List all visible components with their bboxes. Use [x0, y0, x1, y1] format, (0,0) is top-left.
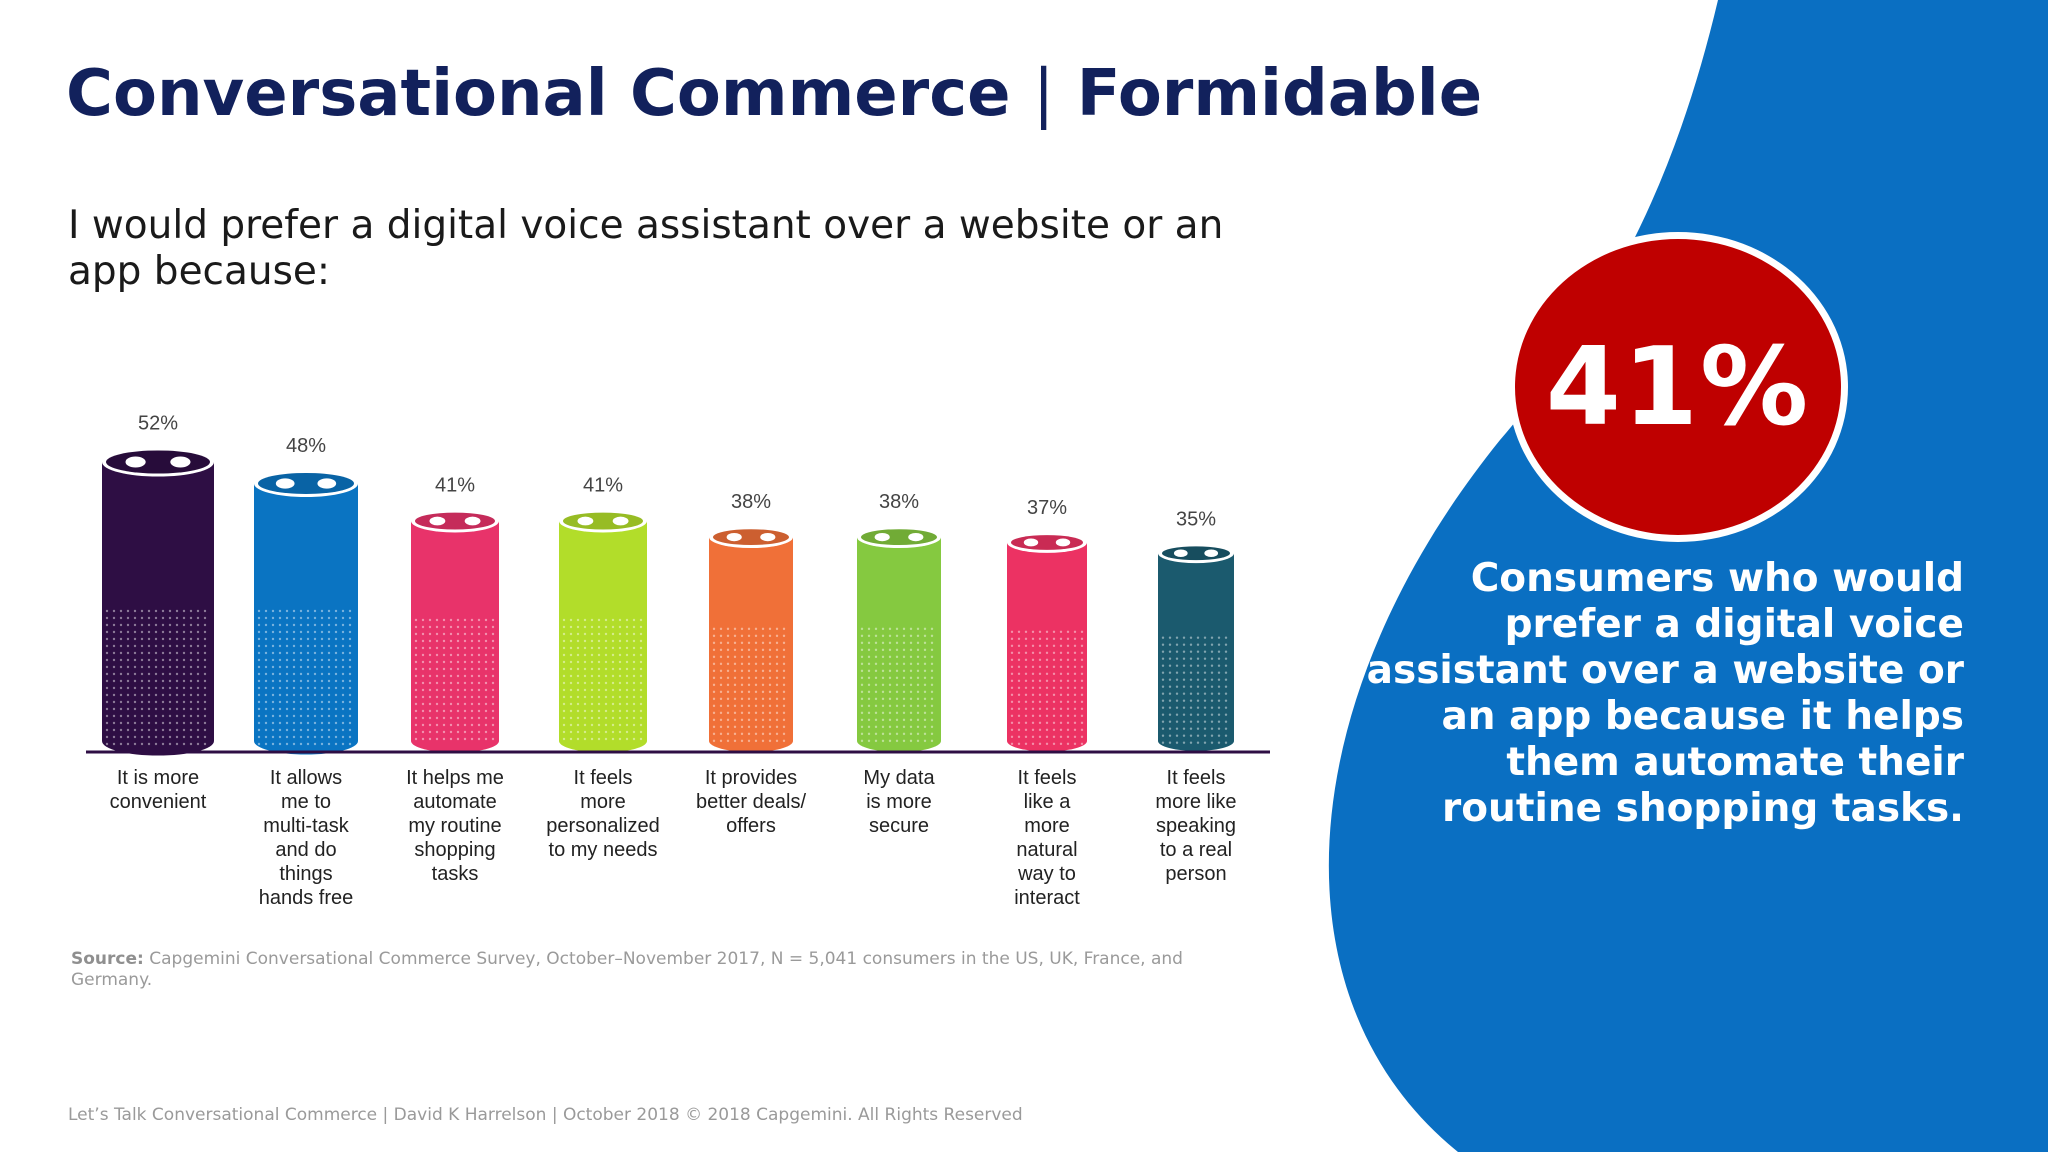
highlight-badge: 41% — [1508, 232, 1848, 542]
highlight-callout: Consumers who would prefer a digital voi… — [1366, 556, 1964, 831]
value-label-8: 35% — [1176, 508, 1216, 530]
survey-question: I would prefer a digital voice assistant… — [68, 203, 1224, 294]
bar-1 — [102, 447, 214, 756]
value-label-5: 38% — [731, 491, 771, 513]
bar-2 — [254, 469, 358, 755]
value-label-7: 37% — [1027, 497, 1067, 519]
category-label-1: It is more convenient — [110, 767, 207, 813]
footer-text: Let’s Talk Conversational Commerce | Dav… — [68, 1105, 1023, 1125]
bar-5 — [709, 526, 793, 752]
bar-3 — [411, 509, 499, 753]
value-label-3: 41% — [435, 475, 475, 497]
labels-layer: 52% It is more convenient 48% It allows me to… — [110, 412, 1237, 909]
highlight-value: 41% — [1545, 324, 1811, 450]
category-label-4: It feels more personalized to my needs — [546, 767, 659, 861]
source-key: Source: — [71, 949, 144, 969]
value-label-4: 41% — [583, 475, 623, 497]
category-label-3: It helps me automate my routine shopping tas… — [406, 767, 504, 885]
slide-title: Conversational Commerce | Formidable — [66, 52, 1482, 136]
value-label-1: 52% — [138, 412, 178, 434]
category-label-5: It provides better deals/offers — [696, 767, 807, 837]
title-light: Formidable — [1076, 57, 1483, 131]
value-label-6: 38% — [879, 491, 919, 513]
value-label-2: 48% — [286, 435, 326, 457]
source-text: Capgemini Conversational Commerce Survey… — [71, 949, 1183, 990]
bar-8 — [1158, 543, 1234, 751]
category-label-6: My data is more secure — [863, 767, 935, 837]
source-note: Source: Capgemini Conversational Commerc… — [71, 949, 1231, 991]
bars-layer — [102, 447, 1234, 756]
bar-6 — [857, 526, 941, 752]
category-label-7: It feels like a more natural way to interact — [1014, 767, 1080, 909]
bar-4 — [559, 509, 647, 753]
bar-7 — [1007, 532, 1087, 752]
category-label-2: It allows me to multi-task and do things hand… — [259, 767, 354, 909]
title-bold: Conversational Commerce — [66, 57, 1011, 131]
title-separator: | — [1032, 57, 1055, 131]
category-label-8: It feels more like speaking to a real person — [1155, 767, 1236, 885]
